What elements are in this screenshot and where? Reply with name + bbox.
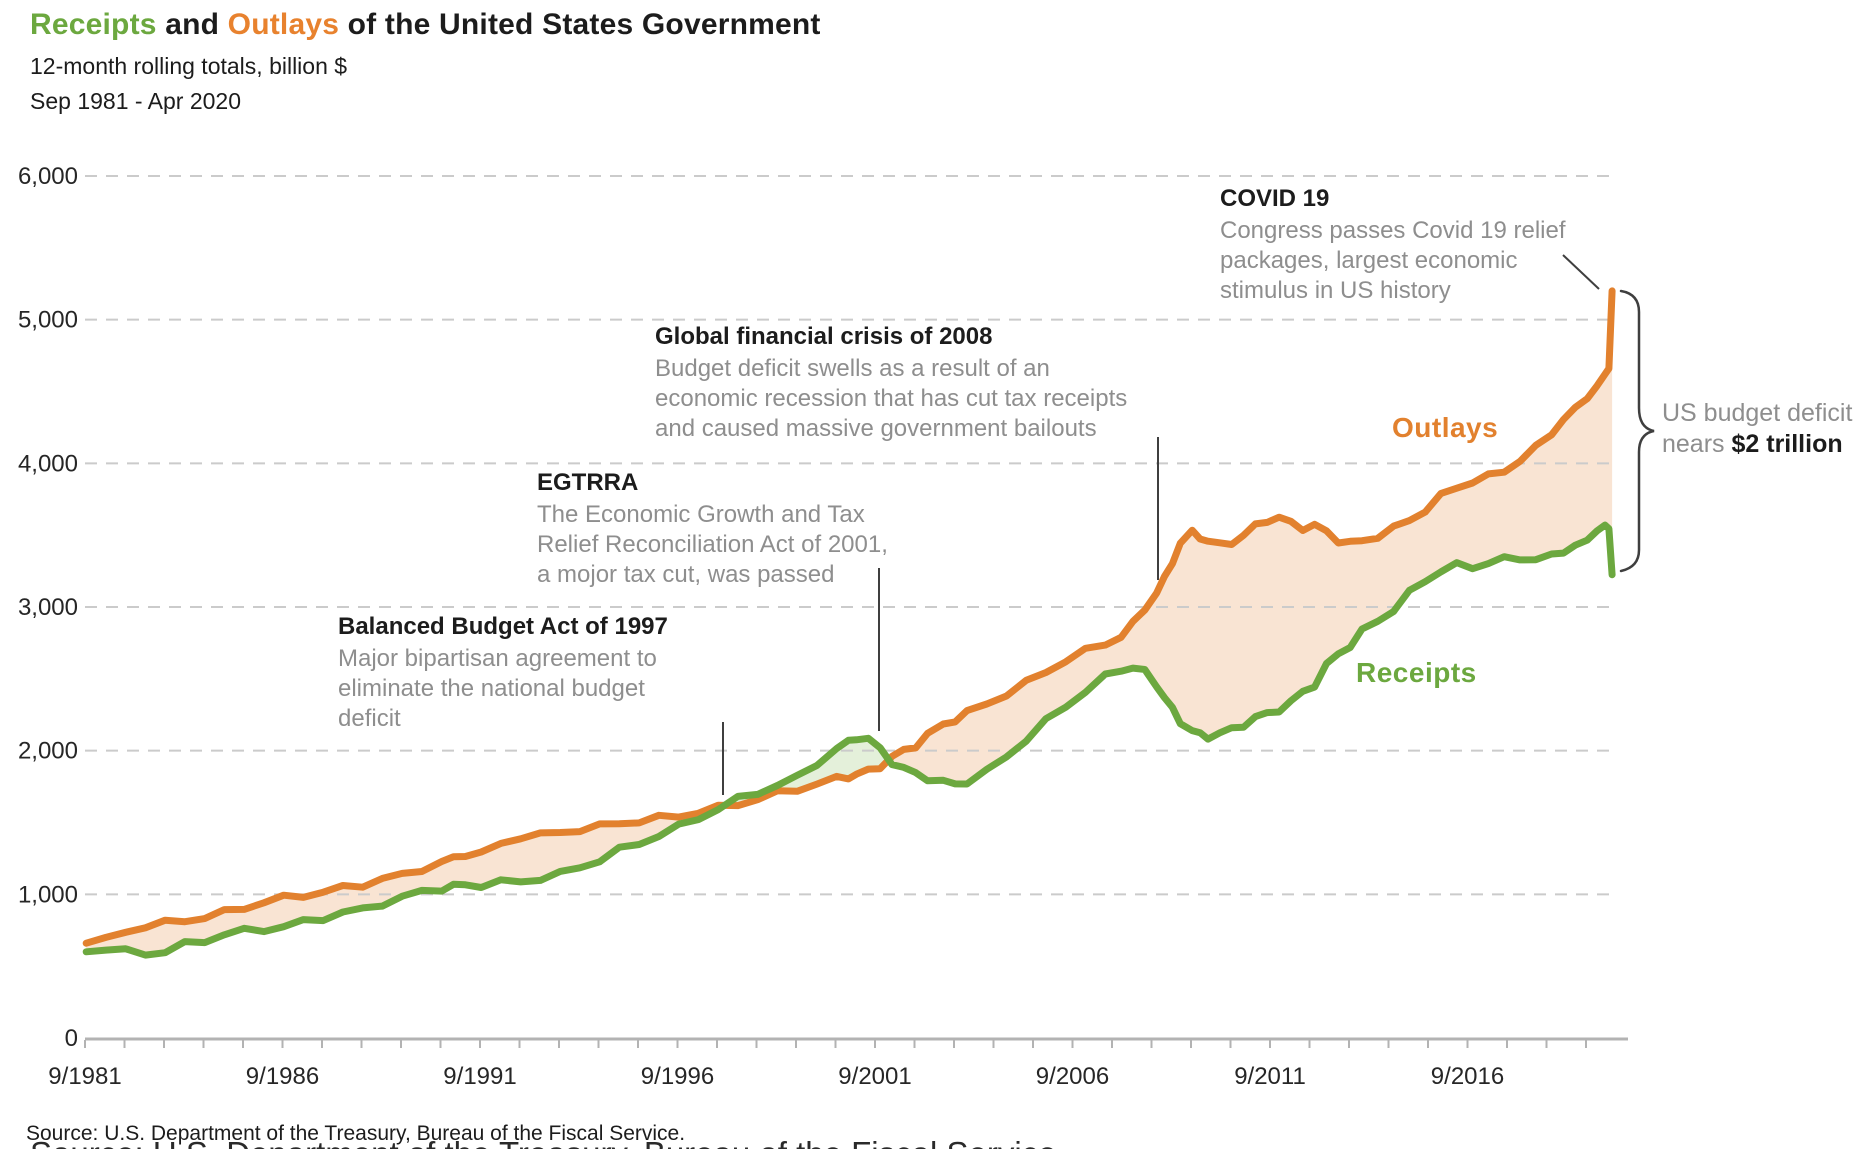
x-tick-label: 9/2001 xyxy=(838,1063,911,1090)
annotation-gfc-line: Budget deficit swells as a result of an xyxy=(655,355,1050,382)
y-tick-label: 0 xyxy=(65,1025,78,1052)
deficit-callout-amount: $2 trillion xyxy=(1731,430,1843,458)
deficit-callout-line1: US budget deficit xyxy=(1662,399,1853,427)
annotation-covid: COVID 19 Congress passes Covid 19 relief… xyxy=(1220,184,1566,306)
annotation-bba-heading: Balanced Budget Act of 1997 xyxy=(338,613,668,640)
receipts-line xyxy=(82,521,1616,959)
title-and: and xyxy=(156,8,228,41)
annotation-bba-line: Major bipartisan agreement to xyxy=(338,645,657,672)
y-tick-label: 6,000 xyxy=(18,163,78,190)
annotation-egtrra-line: The Economic Growth and Tax xyxy=(537,501,865,528)
annotation-bba-line: deficit xyxy=(338,705,401,732)
y-tick-label: 2,000 xyxy=(18,738,78,765)
annotation-gfc-line: and caused massive government bailouts xyxy=(655,415,1097,442)
x-tick-label: 9/2011 xyxy=(1234,1063,1306,1090)
y-tick-label: 4,000 xyxy=(18,450,78,477)
deficit-callout-prefix: nears xyxy=(1662,430,1732,458)
x-tick-label: 9/1996 xyxy=(641,1063,714,1090)
x-tick-label: 9/1986 xyxy=(246,1063,319,1090)
clipped-source-artifact: Source: U.S. Department of the Treasury,… xyxy=(30,1140,1590,1149)
annotation-egtrra-line: a mojor tax cut, was passed xyxy=(537,561,835,588)
annotation-covid-heading: COVID 19 xyxy=(1220,185,1330,212)
covid-leader-line xyxy=(1562,254,1600,290)
annotation-covid-line: stimulus in US history xyxy=(1220,277,1451,304)
x-tick-label: 9/2016 xyxy=(1431,1063,1504,1090)
annotation-egtrra-heading: EGTRRA xyxy=(537,469,639,496)
outlays-line xyxy=(82,287,1616,947)
x-tick-label: 9/2006 xyxy=(1036,1063,1109,1090)
chart-subtitle: 12-month rolling totals, billion $ xyxy=(30,53,348,79)
annotation-covid-line: Congress passes Covid 19 relief xyxy=(1220,217,1566,244)
title-outlays: Outlays xyxy=(227,8,340,41)
x-tick-label: 9/1991 xyxy=(443,1063,516,1090)
x-tick-label: 9/1981 xyxy=(48,1063,121,1090)
deficit-brace xyxy=(1619,289,1655,573)
page-title: Receipts and Outlays of the United State… xyxy=(30,8,821,42)
clipped-source-text: Source: U.S. Department of the Treasury,… xyxy=(30,1140,1590,1149)
annotation-gfc: Global financial crisis of 2008 Budget d… xyxy=(655,322,1127,444)
annotation-gfc-line: economic recession that has cut tax rece… xyxy=(655,385,1128,412)
annotation-egtrra: EGTRRA The Economic Growth and Tax Relie… xyxy=(537,468,888,590)
receipts-series-label: Receipts xyxy=(1356,657,1477,688)
title-receipts: Receipts xyxy=(30,8,157,41)
deficit-callout: US budget deficit nears $2 trillion xyxy=(1662,398,1852,460)
y-tick-label: 5,000 xyxy=(18,307,78,334)
deficit-callout-line2: nears $2 trillion xyxy=(1662,429,1852,460)
annotation-egtrra-line: Relief Reconciliation Act of 2001, xyxy=(537,531,888,558)
outlays-series-label: Outlays xyxy=(1392,412,1499,443)
chart-header: Receipts and Outlays of the United State… xyxy=(30,8,821,115)
annotation-covid-line: packages, largest economic xyxy=(1220,247,1518,274)
annotation-bba: Balanced Budget Act of 1997 Major bipart… xyxy=(338,612,668,734)
chart-period: Sep 1981 - Apr 2020 xyxy=(30,88,241,114)
y-tick-label: 1,000 xyxy=(18,881,78,908)
source-note: Source: U.S. Department of the Treasury,… xyxy=(26,1122,686,1145)
annotation-gfc-heading: Global financial crisis of 2008 xyxy=(655,323,993,350)
annotation-bba-line: eliminate the national budget xyxy=(338,675,645,702)
y-tick-label: 3,000 xyxy=(18,594,78,621)
title-rest: of the United States Government xyxy=(339,8,821,41)
deficit-band xyxy=(86,805,725,956)
